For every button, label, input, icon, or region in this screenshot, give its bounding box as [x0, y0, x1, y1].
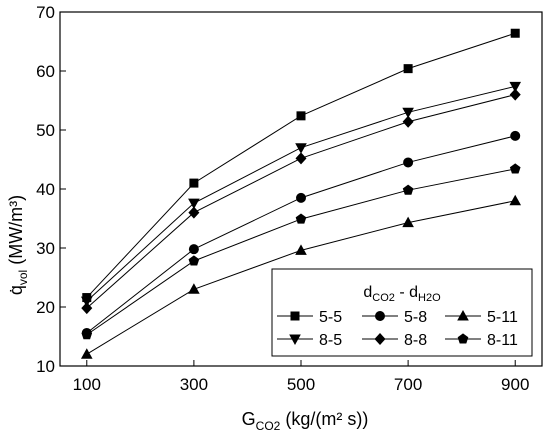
x-axis-title: GCO2 (kg/(m² s)) [242, 409, 369, 433]
x-tick-label: 700 [394, 375, 422, 394]
legend-title-mid: - d [395, 284, 418, 301]
legend-marker-8-5 [289, 334, 301, 345]
data-point-5-11 [402, 216, 414, 228]
data-point-5-8 [403, 157, 414, 168]
data-point-8-8 [188, 206, 200, 219]
data-point-8-8 [81, 302, 93, 315]
y-axis-title: q̇vol (MW/m³) [6, 195, 30, 295]
x-tick-label: 300 [180, 375, 208, 394]
legend-label-5-5: 5-5 [319, 309, 342, 326]
plot-area: 10 20 30 40 50 60 70 100 300 500 700 900 [36, 3, 543, 394]
data-point-8-8 [295, 152, 307, 165]
y-tick-label: 20 [36, 298, 55, 317]
x-tick-label: 900 [501, 375, 529, 394]
series-line-5-5 [86, 32, 516, 298]
x-axis-title-sub: CO2 [256, 419, 281, 433]
legend-title-b-sub: H2O [418, 292, 441, 304]
x-tick-label: 500 [287, 375, 315, 394]
legend-marker-5-5 [290, 311, 300, 321]
legend-title-a-sub: CO2 [372, 292, 395, 304]
data-point-5-5 [510, 28, 520, 38]
legend-marker-5-11 [457, 310, 469, 321]
data-point-8-5 [295, 143, 307, 154]
data-point-8-5 [80, 296, 93, 308]
legend-label-8-8: 8-8 [404, 332, 427, 349]
data-point-8-11 [295, 213, 307, 224]
y-tick-label: 30 [36, 239, 55, 258]
data-point-5-8 [510, 130, 521, 141]
legend-label-5-11: 5-11 [487, 309, 518, 326]
data-point-5-11 [509, 194, 522, 206]
y-axis-title-rest: (MW/m³) [6, 195, 26, 270]
x-tick-label: 100 [73, 375, 101, 394]
data-point-8-8 [402, 115, 414, 128]
x-axis-title-main: G [242, 409, 256, 429]
y-tick-label: 70 [36, 3, 55, 22]
legend: dCO2 - dH2O 5-5 5-8 5-11 8-5 8-8 8-11 [271, 268, 533, 357]
data-point-8-5 [402, 107, 414, 119]
y-tick-label: 60 [36, 62, 55, 81]
legend-box [271, 268, 533, 357]
y-axis-title-main: q̇ [6, 285, 26, 295]
data-point-8-11 [188, 255, 200, 266]
legend-label-8-5: 8-5 [319, 332, 342, 349]
data-point-5-11 [188, 283, 200, 294]
legend-label-5-8: 5-8 [404, 309, 427, 326]
data-point-5-5 [189, 178, 199, 188]
legend-marker-8-8 [374, 333, 386, 345]
data-point-5-11 [295, 244, 307, 255]
legend-marker-5-8 [375, 311, 385, 321]
legend-entries: 5-5 5-8 5-11 8-5 8-8 8-11 [277, 309, 518, 349]
y-tick-label: 50 [36, 121, 55, 140]
legend-label-8-11: 8-11 [487, 332, 518, 349]
data-point-5-5 [296, 111, 306, 121]
y-axis-title-sub: vol [16, 270, 30, 285]
x-axis-title-rest: (kg/(m² s)) [280, 409, 368, 429]
data-point-8-8 [509, 88, 521, 101]
legend-marker-8-11 [457, 333, 469, 344]
data-point-8-11 [402, 184, 414, 195]
data-point-5-8 [296, 192, 306, 203]
legend-title-a: d [363, 284, 372, 301]
data-point-8-11 [509, 163, 521, 174]
data-point-8-5 [509, 81, 522, 93]
y-tick-label: 10 [36, 357, 55, 376]
data-point-5-5 [403, 64, 413, 74]
data-point-8-11 [81, 329, 93, 340]
y-tick-label: 40 [36, 180, 55, 199]
data-point-5-11 [80, 348, 93, 359]
legend-title: dCO2 - dH2O [363, 284, 441, 304]
data-point-5-8 [188, 244, 199, 255]
data-point-8-5 [188, 198, 200, 210]
